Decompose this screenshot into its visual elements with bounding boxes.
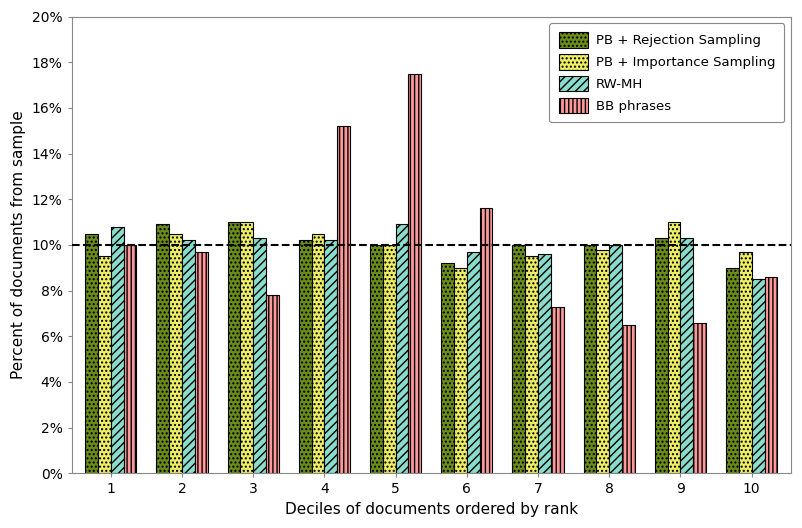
X-axis label: Deciles of documents ordered by rank: Deciles of documents ordered by rank <box>285 502 577 517</box>
Bar <box>610 245 622 473</box>
Bar <box>156 224 169 473</box>
Bar <box>441 263 454 473</box>
Bar <box>299 240 312 473</box>
Bar <box>395 224 408 473</box>
Bar <box>408 74 421 473</box>
Bar <box>467 252 480 473</box>
Bar <box>85 233 98 473</box>
Bar <box>764 277 777 473</box>
Bar <box>312 233 324 473</box>
Bar <box>111 227 124 473</box>
Bar <box>124 245 136 473</box>
Bar <box>512 245 525 473</box>
Bar <box>693 323 706 473</box>
Bar <box>551 307 564 473</box>
Bar <box>324 240 337 473</box>
Bar <box>370 245 383 473</box>
Bar <box>195 252 208 473</box>
Legend: PB + Rejection Sampling, PB + Importance Sampling, RW-MH, BB phrases: PB + Rejection Sampling, PB + Importance… <box>549 23 784 122</box>
Bar <box>480 209 492 473</box>
Bar <box>525 257 538 473</box>
Bar <box>454 268 467 473</box>
Bar <box>726 268 739 473</box>
Bar <box>266 295 279 473</box>
Bar <box>337 126 350 473</box>
Bar <box>739 252 751 473</box>
Bar <box>622 325 635 473</box>
Bar <box>241 222 253 473</box>
Bar <box>98 257 111 473</box>
Bar <box>655 238 668 473</box>
Bar <box>538 254 551 473</box>
Bar <box>253 238 266 473</box>
Bar <box>668 222 681 473</box>
Bar <box>383 245 395 473</box>
Bar <box>182 240 195 473</box>
Bar <box>228 222 241 473</box>
Bar <box>584 245 597 473</box>
Bar <box>169 233 182 473</box>
Y-axis label: Percent of documents from sample: Percent of documents from sample <box>11 110 26 379</box>
Bar <box>597 250 610 473</box>
Bar <box>751 279 764 473</box>
Bar <box>681 238 693 473</box>
